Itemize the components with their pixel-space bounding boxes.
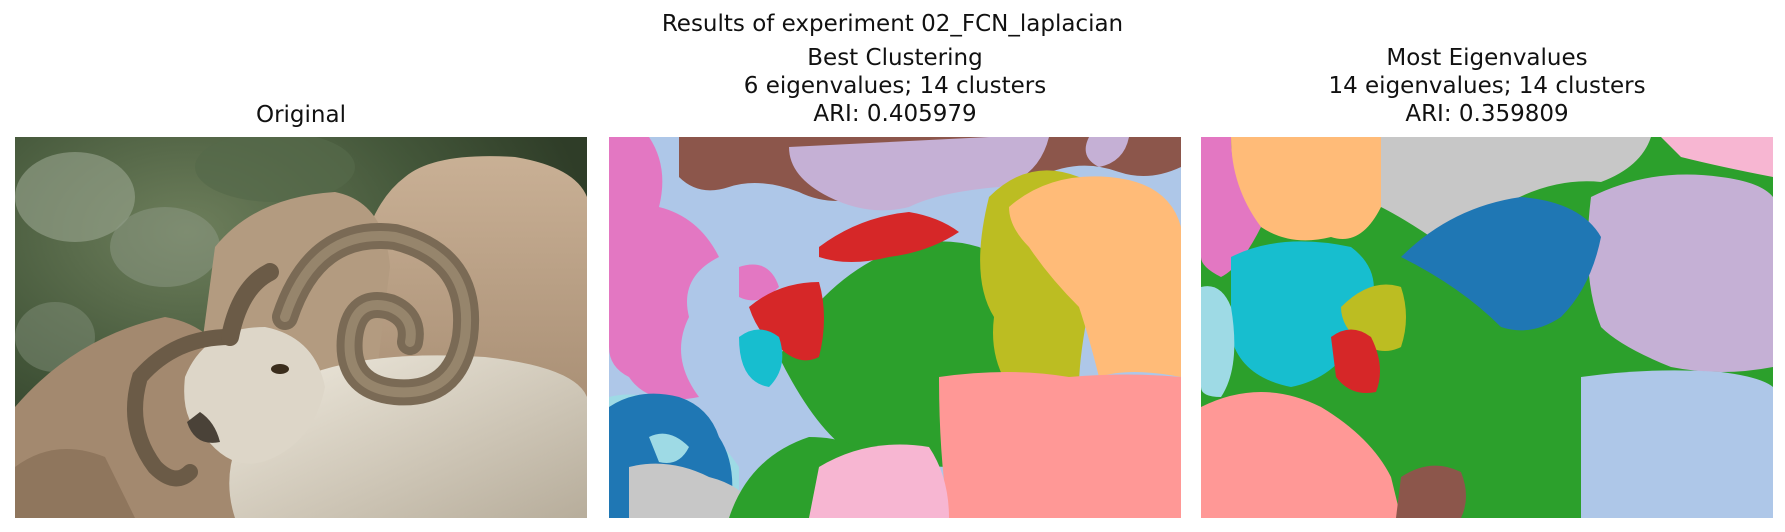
best-clustering-image [609,137,1181,518]
figure-suptitle: Results of experiment 02_FCN_laplacian [661,11,1124,37]
most-eigenvalues-image [1201,137,1773,518]
panel-most-title-line-1: Most Eigenvalues [1386,45,1588,71]
panel-best-title: Best Clustering 6 eigenvalues; 14 cluste… [609,44,1181,128]
panel-best-title-line-2: 6 eigenvalues; 14 clusters [743,73,1047,99]
panel-best-title-line-3: ARI: 0.405979 [813,101,977,127]
panel-most-title-line-2: 14 eigenvalues; 14 clusters [1328,73,1646,99]
panel-most-title: Most Eigenvalues 14 eigenvalues; 14 clus… [1201,44,1773,128]
panel-best-title-line-1: Best Clustering [807,45,983,71]
most-eigenvalues-drawing [1201,137,1773,518]
best-clustering-drawing [609,137,1181,518]
panel-original-title: Original [15,101,587,129]
original-image-drawing [15,137,587,518]
panel-original-title-line: Original [255,102,346,128]
original-image [15,137,587,518]
panel-most-title-line-3: ARI: 0.359809 [1405,101,1569,127]
